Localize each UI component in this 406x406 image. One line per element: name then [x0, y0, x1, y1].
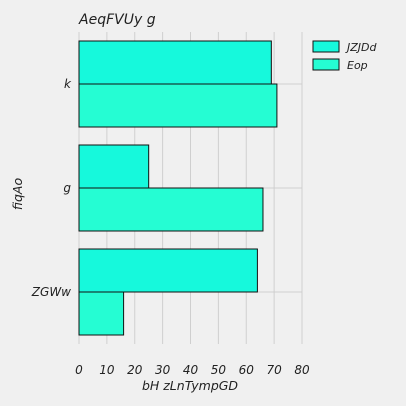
bar-eop-zgww: [78, 291, 125, 336]
x-tick-label-0: 0: [75, 363, 83, 377]
bar-jzjdd-zgww: [78, 248, 258, 293]
bars: [78, 40, 278, 336]
bar-jzjdd-g: [78, 144, 150, 189]
x-tick-label-7: 70: [266, 363, 282, 377]
x-tick-label-2: 20: [127, 363, 143, 377]
legend-label-jzjdd: JZJDd: [345, 41, 377, 54]
y-tick-labels: k g ZGWw: [31, 77, 72, 299]
x-tick-label-1: 10: [99, 363, 115, 377]
x-tick-label-6: 60: [239, 363, 255, 377]
legend-label-eop: Eop: [347, 59, 368, 72]
y-tick-label-2: ZGWw: [31, 285, 71, 299]
x-tick-label-8: 80: [294, 363, 310, 377]
bar-jzjdd-k: [78, 40, 272, 85]
x-axis-label: bH zLnTympGD: [142, 378, 238, 393]
x-tick-label-4: 40: [183, 363, 199, 377]
y-tick-label-1: g: [63, 181, 71, 195]
y-axis-label: fiqAo: [10, 178, 25, 211]
legend-swatch-jzjdd: [312, 40, 340, 53]
x-tick-label-3: 30: [155, 363, 171, 377]
y-tick-label-0: k: [64, 77, 72, 91]
bar-eop-g: [78, 187, 264, 232]
x-tick-labels: 0 10 20 30 40 50 60 70 80: [75, 363, 310, 377]
legend: JZJDd Eop: [312, 40, 377, 72]
chart-title: AeqFVUy g: [78, 12, 156, 28]
bar-eop-k: [78, 83, 278, 128]
legend-swatch-eop: [312, 58, 340, 71]
x-tick-label-5: 50: [211, 363, 227, 377]
